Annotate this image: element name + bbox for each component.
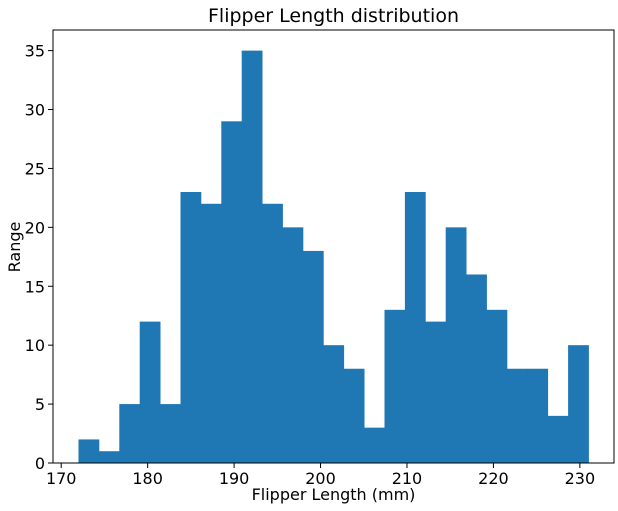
y-axis-ticks: 0 5 10 15 20 25 30 35 <box>25 42 53 473</box>
histogram-bar <box>262 203 283 463</box>
histogram-bar <box>200 203 222 463</box>
histogram-bar <box>506 368 528 463</box>
x-axis-label: Flipper Length (mm) <box>252 485 416 504</box>
bars-group <box>78 50 589 463</box>
histogram-bar <box>547 415 569 463</box>
histogram-bar <box>221 121 243 463</box>
x-axis-ticks: 170 180 190 200 210 220 230 <box>46 463 595 488</box>
y-tick-label: 25 <box>25 159 45 178</box>
histogram-bar <box>445 227 467 463</box>
y-tick-label: 15 <box>25 277 45 296</box>
histogram-bar <box>527 368 549 463</box>
histogram-bar <box>568 345 589 463</box>
histogram-bar <box>302 250 324 463</box>
histogram-bar <box>241 50 263 463</box>
histogram-bar <box>486 309 508 463</box>
histogram-bar <box>364 427 385 463</box>
histogram-bar <box>160 404 181 463</box>
histogram-bar <box>180 192 202 463</box>
y-axis-label: Range <box>5 222 24 273</box>
histogram-bar <box>404 192 426 463</box>
x-tick-label: 200 <box>305 469 336 488</box>
x-tick-label: 220 <box>478 469 509 488</box>
chart-title: Flipper Length distribution <box>208 5 459 27</box>
x-tick-label: 230 <box>565 469 596 488</box>
y-tick-label: 5 <box>35 395 45 414</box>
histogram-bar <box>98 451 120 463</box>
histogram-bar <box>119 404 141 463</box>
y-tick-label: 0 <box>35 454 45 473</box>
histogram-bar <box>466 274 487 463</box>
y-tick-label: 10 <box>25 336 45 355</box>
histogram-bar <box>78 439 100 463</box>
histogram-bar <box>323 345 345 463</box>
histogram-bar <box>425 321 447 463</box>
histogram-bar <box>343 368 365 463</box>
y-tick-label: 30 <box>25 101 45 120</box>
x-tick-label: 180 <box>132 469 163 488</box>
y-tick-label: 20 <box>25 218 45 237</box>
histogram-bar <box>139 321 161 463</box>
histogram-bar <box>384 309 406 463</box>
x-tick-label: 210 <box>392 469 423 488</box>
y-tick-label: 35 <box>25 42 45 61</box>
x-tick-label: 190 <box>219 469 250 488</box>
plot-frame <box>52 29 615 464</box>
x-tick-label: 170 <box>46 469 77 488</box>
histogram-bar <box>282 227 304 463</box>
